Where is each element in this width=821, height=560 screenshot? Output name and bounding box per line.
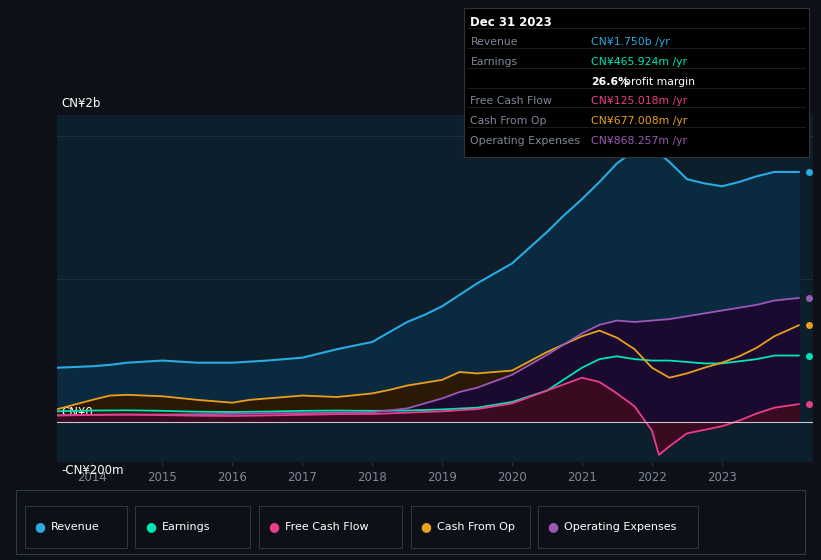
Text: Operating Expenses: Operating Expenses — [470, 136, 580, 146]
Text: CN¥125.018m /yr: CN¥125.018m /yr — [591, 96, 687, 106]
Text: Free Cash Flow: Free Cash Flow — [285, 522, 369, 531]
Text: profit margin: profit margin — [624, 77, 695, 87]
Text: CN¥868.257m /yr: CN¥868.257m /yr — [591, 136, 687, 146]
Text: ●: ● — [145, 520, 156, 533]
Text: Cash From Op: Cash From Op — [470, 116, 547, 126]
Text: 26.6%: 26.6% — [591, 77, 629, 87]
Text: -CN¥200m: -CN¥200m — [62, 464, 124, 478]
Text: CN¥0: CN¥0 — [62, 405, 93, 418]
Text: Revenue: Revenue — [51, 522, 99, 531]
Text: CN¥2b: CN¥2b — [62, 96, 101, 110]
Text: Free Cash Flow: Free Cash Flow — [470, 96, 553, 106]
Text: CN¥465.924m /yr: CN¥465.924m /yr — [591, 57, 687, 67]
Text: Earnings: Earnings — [162, 522, 210, 531]
Text: ●: ● — [420, 520, 431, 533]
Text: ●: ● — [548, 520, 558, 533]
Text: Operating Expenses: Operating Expenses — [564, 522, 677, 531]
Text: CN¥1.750b /yr: CN¥1.750b /yr — [591, 37, 670, 47]
Text: Dec 31 2023: Dec 31 2023 — [470, 16, 553, 29]
Text: CN¥677.008m /yr: CN¥677.008m /yr — [591, 116, 687, 126]
Text: Earnings: Earnings — [470, 57, 517, 67]
Text: Revenue: Revenue — [470, 37, 518, 47]
Text: ●: ● — [268, 520, 279, 533]
Text: Cash From Op: Cash From Op — [437, 522, 515, 531]
Text: ●: ● — [34, 520, 45, 533]
